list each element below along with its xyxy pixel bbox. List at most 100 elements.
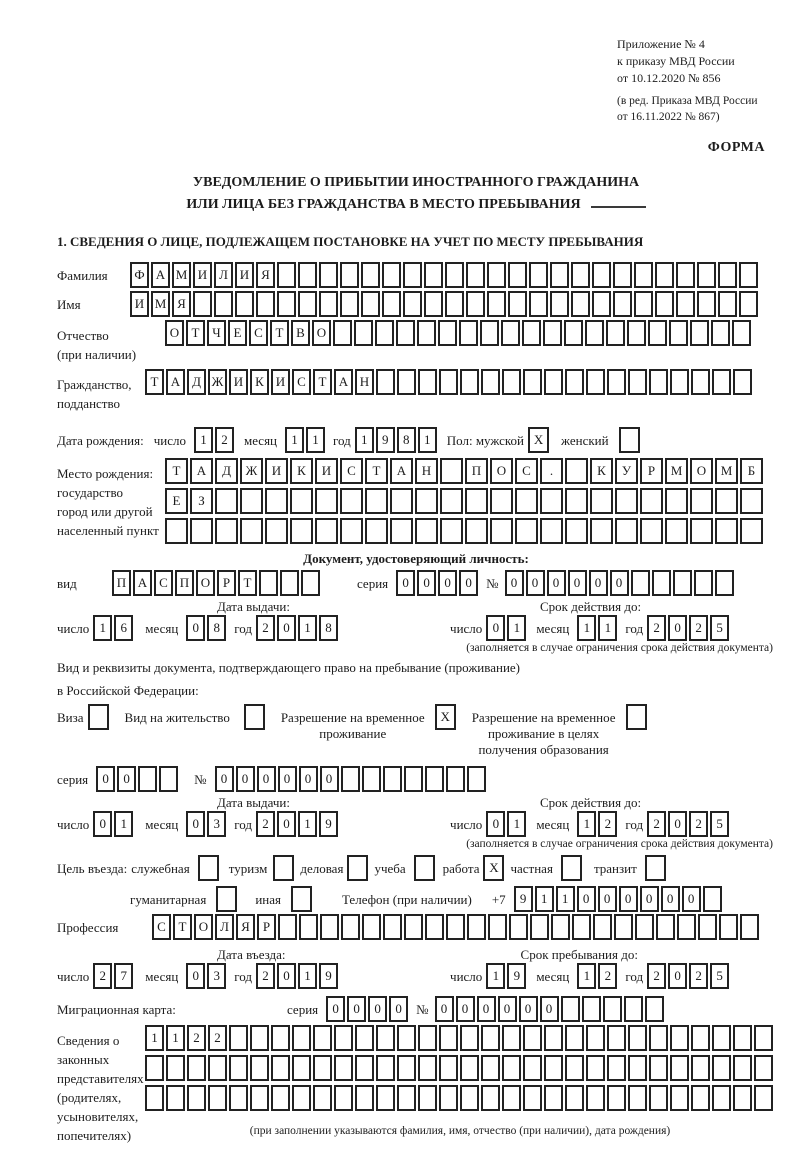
- char-cell[interactable]: [607, 1025, 626, 1051]
- char-cell[interactable]: [277, 291, 296, 317]
- char-cell[interactable]: [739, 262, 758, 288]
- char-cell[interactable]: [502, 369, 521, 395]
- char-cell[interactable]: [702, 886, 722, 912]
- char-cell[interactable]: [628, 1085, 647, 1111]
- char-cell[interactable]: [415, 488, 438, 514]
- char-cell[interactable]: Б: [740, 458, 763, 484]
- char-cell[interactable]: [187, 1085, 206, 1111]
- char-cell[interactable]: 0: [417, 570, 437, 596]
- char-cell[interactable]: [655, 262, 674, 288]
- char-cell[interactable]: [586, 369, 605, 395]
- char-cell[interactable]: [481, 1085, 500, 1111]
- char-cell[interactable]: [515, 488, 538, 514]
- char-cell[interactable]: [396, 320, 415, 346]
- char-cell[interactable]: 1: [577, 615, 597, 641]
- char-cell[interactable]: 0: [609, 570, 629, 596]
- char-cell[interactable]: [540, 518, 563, 544]
- char-cell[interactable]: [515, 518, 538, 544]
- char-cell[interactable]: [355, 1085, 374, 1111]
- char-cell[interactable]: 2: [647, 615, 667, 641]
- char-cell[interactable]: 0: [504, 570, 524, 596]
- char-cell[interactable]: [425, 914, 444, 940]
- char-cell[interactable]: 0: [235, 766, 255, 792]
- char-cell[interactable]: [488, 914, 507, 940]
- char-cell[interactable]: [630, 570, 650, 596]
- char-cell[interactable]: [670, 1025, 689, 1051]
- char-cell[interactable]: [250, 1055, 269, 1081]
- char-cell[interactable]: 0: [256, 766, 276, 792]
- char-cell[interactable]: X: [483, 855, 505, 881]
- char-cell[interactable]: [465, 518, 488, 544]
- char-cell[interactable]: [197, 855, 219, 881]
- char-cell[interactable]: [397, 1025, 416, 1051]
- char-cell[interactable]: [691, 1055, 710, 1081]
- char-cell[interactable]: [607, 1085, 626, 1111]
- char-cell[interactable]: [640, 488, 663, 514]
- char-cell[interactable]: О: [312, 320, 331, 346]
- char-cell[interactable]: М: [172, 262, 191, 288]
- char-cell[interactable]: [418, 1055, 437, 1081]
- char-cell[interactable]: 8: [319, 615, 339, 641]
- char-cell[interactable]: [361, 766, 381, 792]
- char-cell[interactable]: [273, 855, 295, 881]
- char-cell[interactable]: 1: [534, 886, 554, 912]
- char-cell[interactable]: [544, 1025, 563, 1051]
- char-cell[interactable]: 2: [256, 811, 276, 837]
- char-cell[interactable]: [383, 914, 402, 940]
- char-cell[interactable]: [565, 1085, 584, 1111]
- char-cell[interactable]: [697, 291, 716, 317]
- char-cell[interactable]: [501, 320, 520, 346]
- char-cell[interactable]: [733, 1085, 752, 1111]
- char-cell[interactable]: [615, 518, 638, 544]
- char-cell[interactable]: [607, 1055, 626, 1081]
- char-cell[interactable]: М: [665, 458, 688, 484]
- char-cell[interactable]: [623, 996, 643, 1022]
- char-cell[interactable]: [606, 320, 625, 346]
- char-cell[interactable]: [376, 1025, 395, 1051]
- char-cell[interactable]: [277, 262, 296, 288]
- char-cell[interactable]: [628, 369, 647, 395]
- char-cell[interactable]: А: [390, 458, 413, 484]
- char-cell[interactable]: А: [151, 262, 170, 288]
- char-cell[interactable]: 0: [668, 811, 688, 837]
- char-cell[interactable]: [259, 570, 278, 596]
- char-cell[interactable]: [208, 1055, 227, 1081]
- char-cell[interactable]: Д: [187, 369, 206, 395]
- char-cell[interactable]: Т: [313, 369, 332, 395]
- char-cell[interactable]: 2: [647, 963, 667, 989]
- char-cell[interactable]: 2: [647, 811, 667, 837]
- char-cell[interactable]: [487, 291, 506, 317]
- char-cell[interactable]: 8: [396, 427, 416, 453]
- char-cell[interactable]: [320, 914, 339, 940]
- char-cell[interactable]: 0: [681, 886, 701, 912]
- char-cell[interactable]: [565, 1055, 584, 1081]
- char-cell[interactable]: [543, 320, 562, 346]
- char-cell[interactable]: Р: [257, 914, 276, 940]
- char-cell[interactable]: [669, 320, 688, 346]
- char-cell[interactable]: [382, 291, 401, 317]
- char-cell[interactable]: 2: [689, 811, 709, 837]
- char-cell[interactable]: [290, 488, 313, 514]
- char-cell[interactable]: [365, 518, 388, 544]
- char-cell[interactable]: [438, 320, 457, 346]
- char-cell[interactable]: [551, 914, 570, 940]
- char-cell[interactable]: [290, 518, 313, 544]
- char-cell[interactable]: 1: [298, 811, 318, 837]
- char-cell[interactable]: [693, 570, 713, 596]
- char-cell[interactable]: [581, 996, 601, 1022]
- char-cell[interactable]: [712, 1025, 731, 1051]
- char-cell[interactable]: 1: [306, 427, 326, 453]
- char-cell[interactable]: [271, 1055, 290, 1081]
- char-cell[interactable]: 0: [389, 996, 409, 1022]
- char-cell[interactable]: 2: [208, 1025, 227, 1051]
- char-cell[interactable]: [446, 914, 465, 940]
- char-cell[interactable]: 9: [375, 427, 395, 453]
- char-cell[interactable]: 0: [438, 570, 458, 596]
- char-cell[interactable]: [382, 262, 401, 288]
- char-cell[interactable]: [271, 1025, 290, 1051]
- char-cell[interactable]: [376, 1085, 395, 1111]
- char-cell[interactable]: 0: [319, 766, 339, 792]
- char-cell[interactable]: [390, 518, 413, 544]
- char-cell[interactable]: [565, 488, 588, 514]
- char-cell[interactable]: [691, 1085, 710, 1111]
